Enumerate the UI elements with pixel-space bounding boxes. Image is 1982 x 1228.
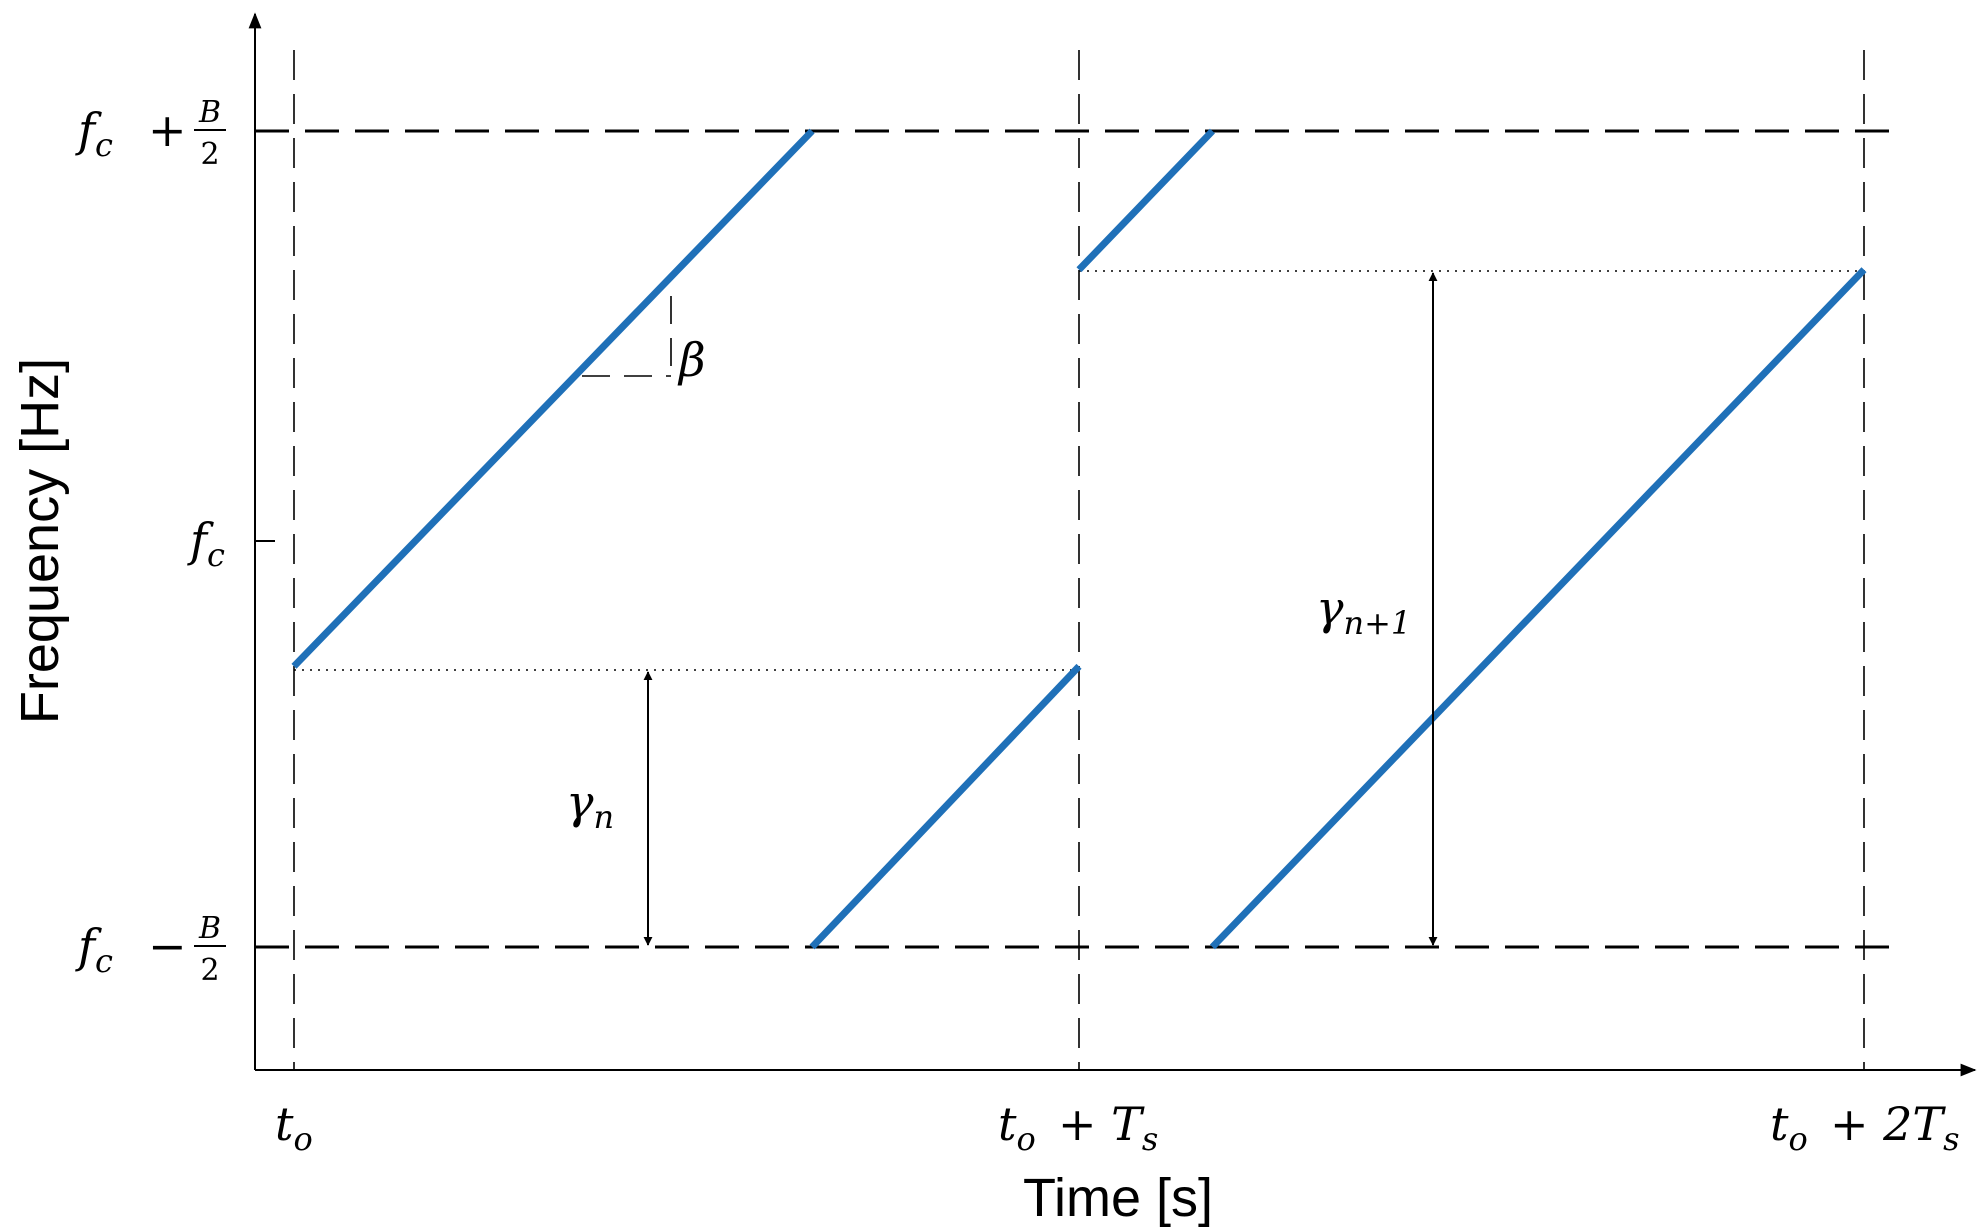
y-bot-den: 2 bbox=[200, 953, 219, 988]
svg-text:fc: fc bbox=[187, 513, 225, 574]
y-bot-sub: c bbox=[95, 942, 113, 980]
chirp-series bbox=[291, 128, 1867, 950]
chirp-segment-1 bbox=[291, 128, 815, 669]
chirp-segment-2 bbox=[809, 663, 1082, 950]
x-axis-title: Time [s] bbox=[1023, 1168, 1213, 1228]
x1-suffix-sub: s bbox=[1142, 1120, 1158, 1158]
x1-sub: o bbox=[1017, 1120, 1036, 1158]
svg-text:to: to bbox=[998, 1097, 1036, 1158]
svg-text:fc: fc bbox=[75, 103, 113, 164]
x-tick-label-t0: to bbox=[275, 1097, 313, 1158]
y-tick-label-top: fc + B 2 bbox=[75, 95, 226, 172]
x1-suffix: + T bbox=[1058, 1097, 1145, 1151]
x1-t: t bbox=[998, 1097, 1017, 1151]
x-tick-label-t0-ts: to + Ts bbox=[998, 1097, 1158, 1158]
gamma-n1-sub: n+1 bbox=[1344, 604, 1412, 642]
gamma-n-label: γn bbox=[566, 775, 614, 836]
x2-t: t bbox=[1770, 1097, 1789, 1151]
y-bot-op: − bbox=[148, 919, 187, 973]
beta-label: β bbox=[677, 333, 706, 387]
gamma-n-sub: n bbox=[594, 798, 615, 836]
x2-suffix: + 2T bbox=[1830, 1097, 1946, 1151]
y-tick-label-bottom: fc − B 2 bbox=[75, 911, 226, 988]
svg-text:fc: fc bbox=[75, 919, 113, 980]
x0-sub: o bbox=[294, 1120, 313, 1158]
y-tick-label-mid: fc bbox=[187, 513, 225, 574]
y-top-den: 2 bbox=[200, 137, 219, 172]
y-top-op: + bbox=[148, 103, 187, 157]
gamma-n1-symbol: γ bbox=[1316, 581, 1344, 635]
chirp-segment-3 bbox=[1076, 128, 1215, 273]
x0-t: t bbox=[275, 1097, 294, 1151]
x-tick-label-t0-2ts: to + 2Ts bbox=[1770, 1097, 1960, 1158]
gamma-n1-label: γn+1 bbox=[1316, 581, 1411, 642]
svg-text:+ Ts: + Ts bbox=[1058, 1097, 1158, 1158]
svg-text:+ 2Ts: + 2Ts bbox=[1830, 1097, 1960, 1158]
y-mid-sub: c bbox=[207, 536, 225, 574]
y-axis-title: Frequency [Hz] bbox=[10, 358, 70, 724]
y-top-num: B bbox=[198, 95, 221, 130]
x2-sub: o bbox=[1789, 1120, 1808, 1158]
y-top-sub: c bbox=[95, 126, 113, 164]
y-bot-num: B bbox=[198, 911, 221, 946]
chirp-segment-4 bbox=[1209, 267, 1867, 950]
x2-suffix-sub: s bbox=[1943, 1120, 1959, 1158]
svg-text:to: to bbox=[1770, 1097, 1808, 1158]
gamma-n-symbol: γ bbox=[566, 775, 594, 829]
